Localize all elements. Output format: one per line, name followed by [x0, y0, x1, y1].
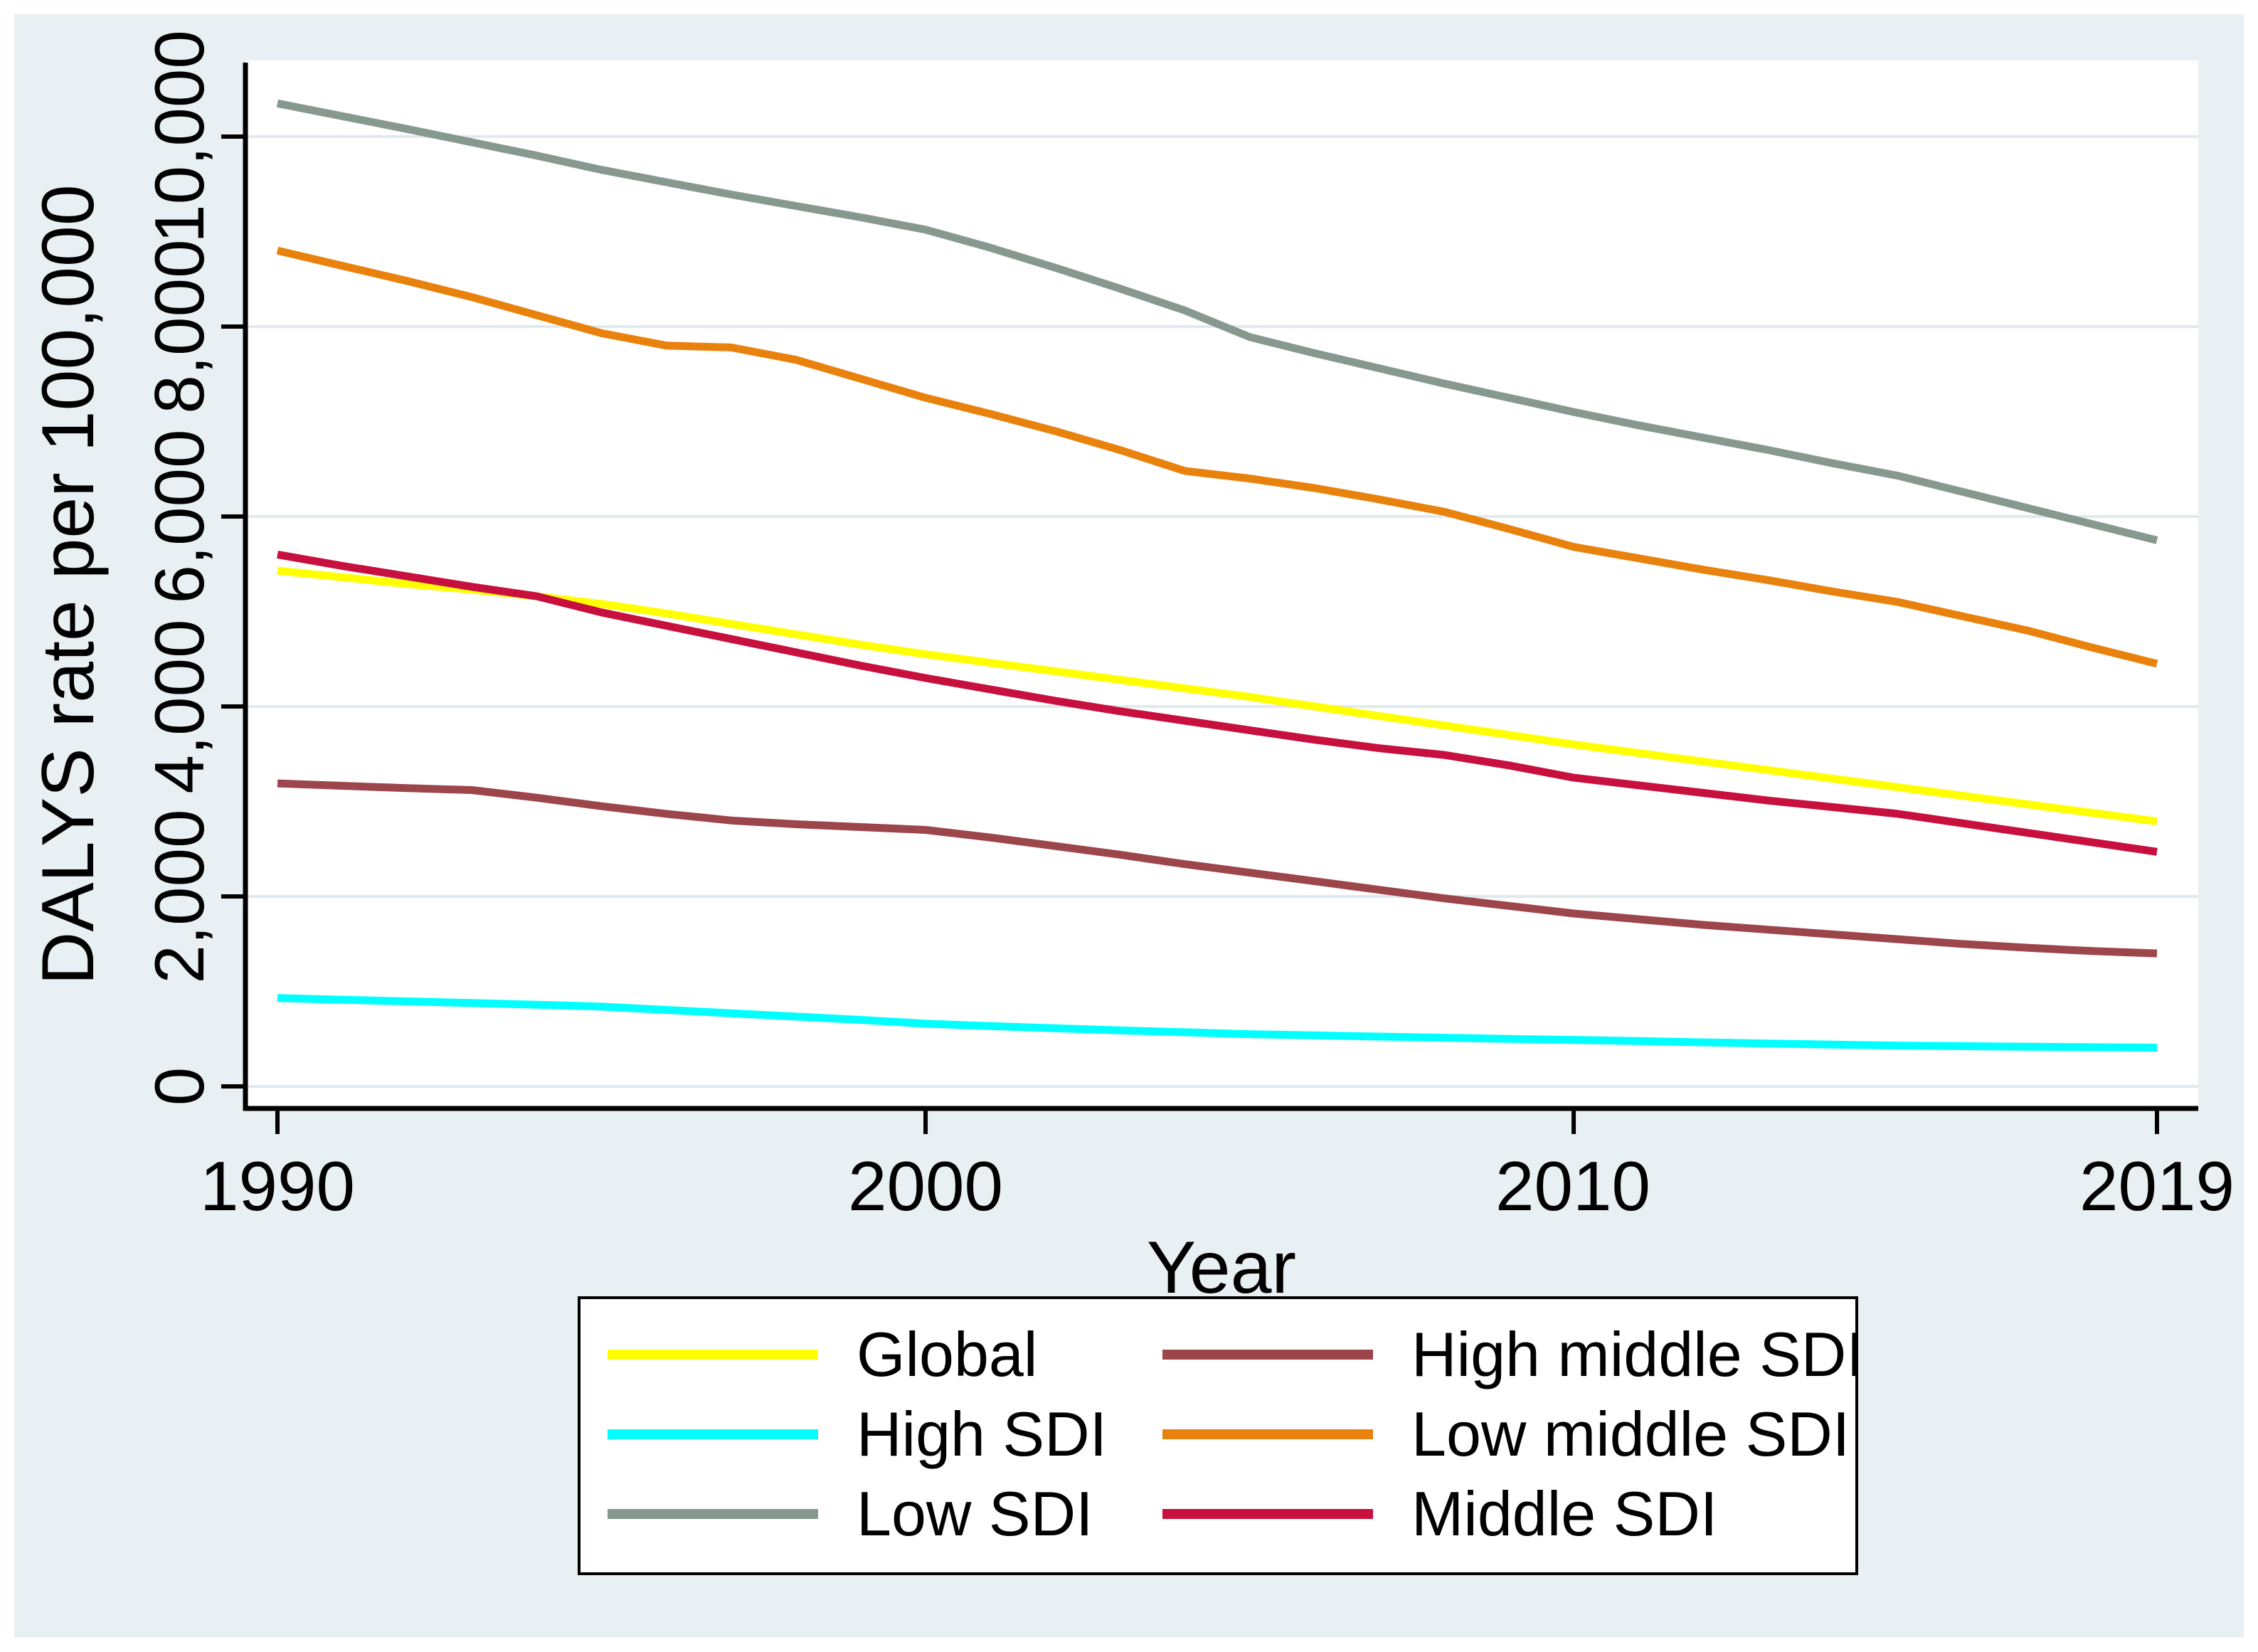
- y-tick-label-2000: 2,000: [140, 809, 218, 984]
- legend-entry-global: Global: [608, 1315, 1107, 1394]
- plot-area: [245, 60, 2198, 1108]
- legend-entry-high-middle-sdi: High middle SDI: [1162, 1315, 1864, 1394]
- y-axis-title: DALYS rate per 100,000: [27, 184, 110, 985]
- legend-label-low-sdi: Low SDI: [857, 1478, 1093, 1549]
- series-line-low-sdi: [276, 99, 2158, 544]
- legend-label-middle-sdi: Middle SDI: [1411, 1478, 1718, 1549]
- legend-column-1: Global High SDI Low SDI: [608, 1299, 1107, 1554]
- series-line-low-middle-sdi: [276, 246, 2158, 668]
- legend: Global High SDI Low SDI High middle SDI …: [578, 1296, 1864, 1575]
- y-tick-label-4000: 4,000: [140, 619, 218, 794]
- y-tick-label-0: 0: [140, 1066, 218, 1106]
- legend-entry-low-middle-sdi: Low middle SDI: [1162, 1394, 1864, 1474]
- y-tick-label-10000: 10,000: [140, 30, 218, 243]
- legend-swatch-low-sdi: [608, 1509, 818, 1519]
- x-tick-label-2010: 2010: [1495, 1147, 1651, 1225]
- x-axis-title: Year: [1146, 1227, 1297, 1309]
- legend-label-low-middle-sdi: Low middle SDI: [1411, 1399, 1850, 1469]
- legend-entry-low-sdi: Low SDI: [608, 1474, 1107, 1554]
- y-tick-label-6000: 6,000: [140, 429, 218, 604]
- legend-entry-high-sdi: High SDI: [608, 1394, 1107, 1474]
- y-tick-label-8000: 8,000: [140, 239, 218, 414]
- x-tick-label-2019: 2019: [2079, 1147, 2235, 1225]
- legend-swatch-middle-sdi: [1162, 1509, 1373, 1519]
- series-line-high-middle-sdi: [277, 779, 2158, 958]
- x-tick-label-2000: 2000: [847, 1147, 1004, 1225]
- x-tick-label-1990: 1990: [199, 1147, 356, 1225]
- legend-swatch-low-middle-sdi: [1162, 1429, 1373, 1439]
- series-line-global: [277, 566, 2158, 825]
- legend-label-global: Global: [857, 1319, 1038, 1389]
- series-line-middle-sdi: [277, 550, 2158, 856]
- legend-swatch-global: [608, 1350, 818, 1360]
- series-line-high-sdi: [277, 994, 2158, 1052]
- legend-swatch-high-sdi: [608, 1429, 818, 1439]
- legend-label-high-middle-sdi: High middle SDI: [1411, 1319, 1864, 1389]
- legend-entry-middle-sdi: Middle SDI: [1162, 1474, 1864, 1554]
- legend-label-high-sdi: High SDI: [857, 1399, 1108, 1469]
- legend-column-2: High middle SDI Low middle SDI Middle SD…: [1162, 1299, 1864, 1554]
- legend-swatch-high-middle-sdi: [1162, 1350, 1373, 1360]
